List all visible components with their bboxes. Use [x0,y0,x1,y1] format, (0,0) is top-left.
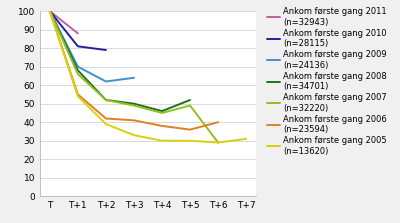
Legend: Ankom første gang 2011
(n=32943), Ankom første gang 2010
(n=28115), Ankom første: Ankom første gang 2011 (n=32943), Ankom … [266,6,388,156]
